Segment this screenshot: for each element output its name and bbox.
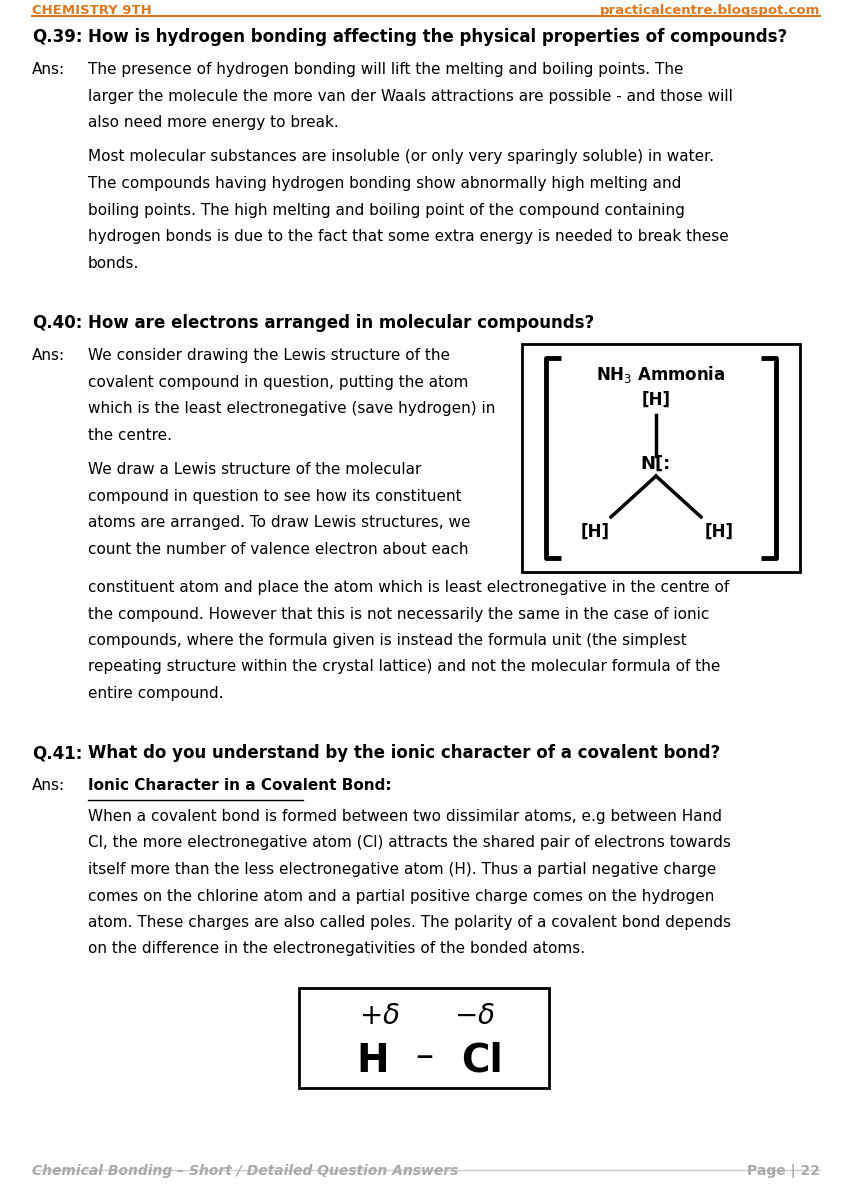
Text: entire compound.: entire compound. bbox=[88, 686, 223, 701]
Text: hydrogen bonds is due to the fact that some extra energy is needed to break thes: hydrogen bonds is due to the fact that s… bbox=[88, 230, 728, 244]
Text: What do you understand by the ionic character of a covalent bond?: What do you understand by the ionic char… bbox=[88, 744, 720, 762]
Text: itself more than the less electronegative atom (H). Thus a partial negative char: itself more than the less electronegativ… bbox=[88, 862, 717, 877]
Text: [H]: [H] bbox=[705, 523, 734, 541]
Text: We draw a Lewis structure of the molecular: We draw a Lewis structure of the molecul… bbox=[88, 462, 421, 477]
Text: Chemical Bonding – Short / Detailed Question Answers: Chemical Bonding – Short / Detailed Ques… bbox=[32, 1164, 458, 1178]
Text: Most molecular substances are insoluble (or only very sparingly soluble) in wate: Most molecular substances are insoluble … bbox=[88, 149, 714, 165]
Text: compound in question to see how its constituent: compound in question to see how its cons… bbox=[88, 488, 462, 504]
Text: Ionic Character in a Covalent Bond:: Ionic Character in a Covalent Bond: bbox=[88, 779, 391, 793]
Text: repeating structure within the crystal lattice) and not the molecular formula of: repeating structure within the crystal l… bbox=[88, 660, 720, 674]
Text: bonds.: bonds. bbox=[88, 256, 139, 270]
Text: on the difference in the electronegativities of the bonded atoms.: on the difference in the electronegativi… bbox=[88, 941, 585, 957]
Text: Ans:: Ans: bbox=[32, 349, 65, 363]
Text: When a covalent bond is formed between two dissimilar atoms, e.g between Hand: When a covalent bond is formed between t… bbox=[88, 809, 722, 825]
Text: larger the molecule the more van der Waals attractions are possible - and those : larger the molecule the more van der Waa… bbox=[88, 89, 733, 103]
Text: NH$_3$ Ammonia: NH$_3$ Ammonia bbox=[596, 364, 726, 385]
Text: Ans:: Ans: bbox=[32, 63, 65, 77]
Text: We consider drawing the Lewis structure of the: We consider drawing the Lewis structure … bbox=[88, 349, 450, 363]
Text: Cl: Cl bbox=[462, 1042, 503, 1081]
Text: [H]: [H] bbox=[581, 523, 610, 541]
Text: atom. These charges are also called poles. The polarity of a covalent bond depen: atom. These charges are also called pole… bbox=[88, 915, 731, 930]
Text: practicalcentre.blogspot.com: practicalcentre.blogspot.com bbox=[599, 4, 820, 17]
Text: which is the least electronegative (save hydrogen) in: which is the least electronegative (save… bbox=[88, 401, 495, 416]
Text: compounds, where the formula given is instead the formula unit (the simplest: compounds, where the formula given is in… bbox=[88, 633, 687, 648]
Text: count the number of valence electron about each: count the number of valence electron abo… bbox=[88, 541, 469, 557]
Text: $-\delta$: $-\delta$ bbox=[454, 1002, 495, 1030]
Text: H: H bbox=[357, 1042, 389, 1081]
Text: $+\delta$: $+\delta$ bbox=[359, 1002, 400, 1030]
Text: How are electrons arranged in molecular compounds?: How are electrons arranged in molecular … bbox=[88, 314, 594, 332]
Text: also need more energy to break.: also need more energy to break. bbox=[88, 115, 339, 130]
Text: Q.41:: Q.41: bbox=[32, 744, 82, 762]
Text: Q.40:: Q.40: bbox=[32, 314, 82, 332]
Text: –: – bbox=[415, 1040, 434, 1075]
Text: Page | 22: Page | 22 bbox=[747, 1164, 820, 1178]
Text: constituent atom and place the atom which is least electronegative in the centre: constituent atom and place the atom whic… bbox=[88, 581, 729, 595]
Text: How is hydrogen bonding affecting the physical properties of compounds?: How is hydrogen bonding affecting the ph… bbox=[88, 28, 787, 46]
Text: [H]: [H] bbox=[642, 391, 671, 409]
FancyBboxPatch shape bbox=[522, 344, 800, 572]
Text: The compounds having hydrogen bonding show abnormally high melting and: The compounds having hydrogen bonding sh… bbox=[88, 175, 682, 191]
Text: covalent compound in question, putting the atom: covalent compound in question, putting t… bbox=[88, 375, 469, 389]
Text: atoms are arranged. To draw Lewis structures, we: atoms are arranged. To draw Lewis struct… bbox=[88, 514, 470, 530]
FancyBboxPatch shape bbox=[300, 988, 549, 1088]
Text: N[:: N[: bbox=[641, 456, 671, 474]
Text: boiling points. The high melting and boiling point of the compound containing: boiling points. The high melting and boi… bbox=[88, 202, 685, 218]
Text: The presence of hydrogen bonding will lift the melting and boiling points. The: The presence of hydrogen bonding will li… bbox=[88, 63, 683, 77]
Text: comes on the chlorine atom and a partial positive charge comes on the hydrogen: comes on the chlorine atom and a partial… bbox=[88, 888, 714, 904]
Text: CHEMISTRY 9TH: CHEMISTRY 9TH bbox=[32, 4, 152, 17]
Text: Q.39:: Q.39: bbox=[32, 28, 82, 46]
Text: the centre.: the centre. bbox=[88, 428, 172, 442]
Text: Cl, the more electronegative atom (Cl) attracts the shared pair of electrons tow: Cl, the more electronegative atom (Cl) a… bbox=[88, 835, 731, 851]
Text: Ans:: Ans: bbox=[32, 779, 65, 793]
Text: the compound. However that this is not necessarily the same in the case of ionic: the compound. However that this is not n… bbox=[88, 607, 710, 621]
